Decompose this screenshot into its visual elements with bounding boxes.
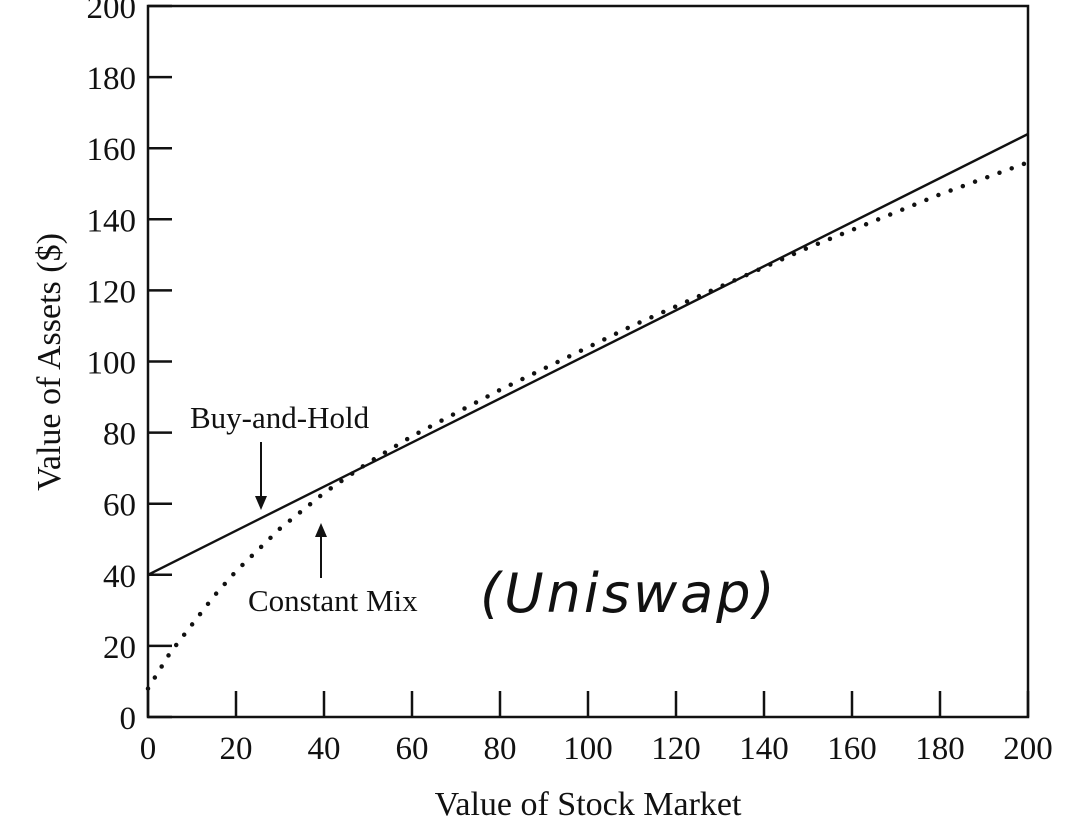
annotation-constant-mix: Constant Mix: [248, 583, 418, 618]
annotation-buy-and-hold: Buy-and-Hold: [190, 400, 370, 435]
y-tick-label: 20: [103, 630, 136, 666]
x-tick-label: 40: [308, 731, 341, 767]
series-line-constant-mix: [145, 160, 1031, 691]
x-tick-label: 80: [484, 731, 517, 767]
x-tick-label: 120: [651, 731, 701, 767]
x-tick-label: 140: [739, 731, 789, 767]
y-tick-label: 120: [87, 274, 137, 310]
x-tick-label: 180: [915, 731, 965, 767]
y-tick-label: 80: [103, 417, 136, 453]
x-tick-label: 20: [220, 731, 253, 767]
x-tick-label: 100: [563, 731, 613, 767]
y-tick-label: 160: [87, 132, 137, 168]
y-tick-label: 140: [87, 203, 137, 239]
series-layer: [145, 132, 1031, 691]
constant-mix-arrow-head: [315, 523, 327, 537]
x-tick-label: 160: [827, 731, 877, 767]
x-tick-label: 200: [1003, 731, 1053, 767]
annotation-uniswap-handwritten: (Uniswap): [480, 562, 778, 625]
y-tick-label: 60: [103, 488, 136, 524]
x-axis-ticks: 0 20 40 60 80 100 120 140 160 180 200: [140, 691, 1053, 767]
y-tick-label: 100: [87, 346, 137, 382]
x-tick-label: 0: [140, 731, 157, 767]
y-tick-label: 0: [120, 701, 137, 737]
x-axis-label: Value of Stock Market: [435, 786, 742, 823]
y-tick-label: 40: [103, 559, 136, 595]
series-line-buy-and-hold: [147, 132, 1029, 576]
x-tick-label: 60: [396, 731, 429, 767]
y-axis-label: Value of Assets ($): [31, 233, 68, 491]
y-axis-ticks: 0 20 40 60 80 100 120 140 160 180 200: [87, 0, 172, 737]
y-tick-label: 180: [87, 61, 137, 97]
buy-and-hold-arrow-head: [255, 496, 267, 510]
y-tick-label: 200: [87, 0, 137, 26]
